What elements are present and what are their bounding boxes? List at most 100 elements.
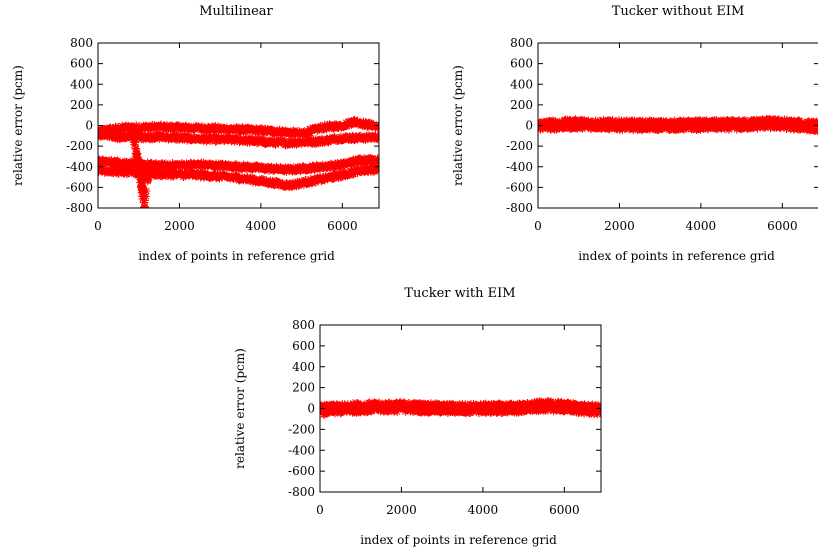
x-axis-label: index of points in reference grid xyxy=(578,249,775,263)
y-axis-label: relative error (pcm) xyxy=(11,65,25,186)
data-point xyxy=(130,140,139,149)
data-point xyxy=(347,160,357,169)
x-tick-label: 4000 xyxy=(468,503,499,517)
data-point xyxy=(179,160,189,169)
y-tick-label: 200 xyxy=(510,98,533,112)
y-tick-label: -200 xyxy=(506,139,533,153)
x-axis-label: index of points in reference grid xyxy=(360,533,557,547)
data-point xyxy=(182,159,191,168)
data-point xyxy=(393,407,402,416)
data-point xyxy=(785,123,795,132)
y-tick-label: 600 xyxy=(510,57,533,71)
y-tick-label: -800 xyxy=(66,201,93,215)
data-point xyxy=(366,118,376,128)
y-tick-label: 600 xyxy=(292,339,315,353)
data-point xyxy=(232,160,242,169)
data-point xyxy=(658,124,668,133)
data-point xyxy=(427,401,437,411)
data-point xyxy=(238,123,248,132)
x-tick-label: 0 xyxy=(94,219,102,233)
data-point xyxy=(109,169,118,178)
x-tick-label: 6000 xyxy=(767,219,798,233)
data-point xyxy=(107,156,116,165)
data-point xyxy=(271,140,280,149)
data-point xyxy=(217,173,227,182)
chart-panel-2: Tucker without EIM8006004002000-200-400-… xyxy=(451,4,818,263)
data-point xyxy=(315,164,325,174)
data-point xyxy=(356,156,365,165)
data-point xyxy=(614,116,624,125)
data-point xyxy=(170,125,179,134)
y-tick-label: 200 xyxy=(292,381,315,395)
data-point xyxy=(373,165,379,174)
data-point xyxy=(603,122,612,131)
data-point xyxy=(701,123,711,133)
data-point xyxy=(652,122,661,131)
data-point xyxy=(343,400,353,409)
data-point xyxy=(133,162,142,172)
data-point xyxy=(351,155,360,165)
data-point xyxy=(426,399,436,408)
data-point xyxy=(319,172,328,182)
chart-panel-1: Multilinear8006004002000-200-400-600-800… xyxy=(11,4,380,263)
data-point xyxy=(373,154,379,163)
data-point xyxy=(503,407,513,417)
data-point xyxy=(169,123,178,132)
y-tick-label: -400 xyxy=(288,443,315,457)
y-tick-label: -600 xyxy=(506,180,533,194)
data-point xyxy=(334,173,343,183)
y-tick-label: 600 xyxy=(70,57,93,71)
data-point xyxy=(297,179,306,188)
y-tick-label: -200 xyxy=(66,139,93,153)
data-point xyxy=(638,116,647,125)
y-tick-label: 0 xyxy=(307,402,315,416)
data-point xyxy=(364,131,374,140)
data-point xyxy=(299,180,309,189)
data-point xyxy=(493,408,502,417)
data-point xyxy=(246,165,255,174)
data-point xyxy=(280,166,289,176)
y-axis-label: relative error (pcm) xyxy=(233,348,247,469)
data-point xyxy=(753,123,762,133)
data-point xyxy=(128,133,138,142)
data-point xyxy=(134,159,143,168)
x-tick-label: 0 xyxy=(316,503,324,517)
data-point xyxy=(131,149,141,158)
data-point xyxy=(129,123,138,133)
chart-title: Multilinear xyxy=(199,4,273,19)
data-point xyxy=(136,171,145,180)
x-axis-label: index of points in reference grid xyxy=(138,249,335,263)
data-point xyxy=(128,125,138,134)
data-point xyxy=(282,167,291,176)
data-point xyxy=(131,144,141,154)
data-point xyxy=(113,156,122,165)
x-tick-label: 6000 xyxy=(549,503,580,517)
y-tick-label: -200 xyxy=(288,422,315,436)
data-point xyxy=(174,121,184,131)
data-point xyxy=(543,406,553,415)
data-point xyxy=(258,135,268,145)
data-points xyxy=(98,115,379,208)
y-tick-label: -400 xyxy=(506,160,533,174)
data-point xyxy=(352,158,362,167)
data-point xyxy=(305,128,315,138)
data-point xyxy=(362,164,371,173)
data-point xyxy=(481,399,490,408)
data-point xyxy=(329,174,338,183)
data-point xyxy=(325,408,334,417)
data-point xyxy=(281,182,290,191)
data-point xyxy=(586,124,596,133)
data-points xyxy=(320,397,601,419)
data-point xyxy=(162,171,172,180)
y-tick-label: 400 xyxy=(70,77,93,91)
data-point xyxy=(373,124,379,133)
x-tick-label: 4000 xyxy=(686,219,717,233)
data-points xyxy=(538,114,818,136)
y-tick-label: 200 xyxy=(70,98,93,112)
data-point xyxy=(591,116,600,125)
x-tick-label: 2000 xyxy=(164,219,195,233)
y-tick-label: 800 xyxy=(70,36,93,50)
data-point xyxy=(385,398,394,408)
data-point xyxy=(139,198,149,207)
